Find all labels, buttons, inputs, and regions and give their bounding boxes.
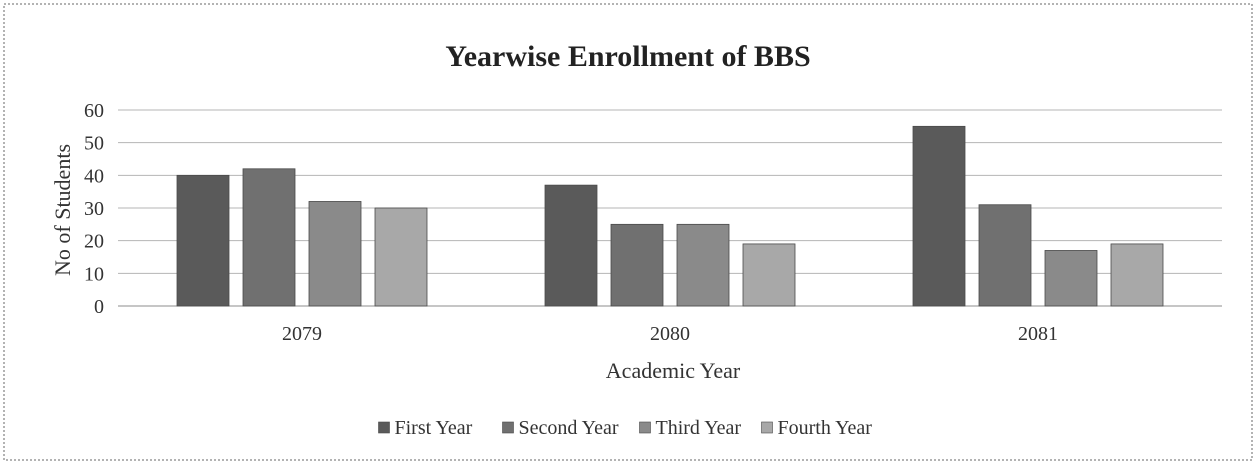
legend-swatch [378, 421, 390, 434]
legend-label: First Year [395, 417, 473, 439]
x-axis-label: Academic Year [606, 358, 741, 383]
y-tick-labels: 0 10 20 30 40 50 60 [84, 100, 104, 318]
x-tick-label: 2079 [282, 323, 322, 345]
legend: First Year Second Year Third Year Fourth Ye… [378, 417, 873, 439]
gridlines [118, 109, 1222, 307]
bar [374, 207, 428, 307]
bar [1044, 250, 1098, 307]
bar [676, 223, 730, 307]
bar [912, 125, 966, 307]
y-tick-label: 40 [84, 165, 104, 187]
y-tick-label: 60 [84, 100, 104, 122]
bar [176, 174, 230, 307]
y-tick-label: 20 [84, 231, 104, 253]
bar [742, 243, 796, 307]
y-tick-label: 30 [84, 198, 104, 220]
legend-label: Second Year [519, 417, 619, 439]
legend-swatch [639, 421, 651, 434]
x-tick-labels: 2079 2080 2081 [282, 323, 1058, 345]
chart-title: Yearwise Enrollment of BBS [445, 40, 810, 73]
bar [978, 204, 1032, 307]
bar [1110, 243, 1164, 307]
y-axis-label: No of Students [50, 144, 75, 276]
bar [544, 184, 598, 307]
legend-label: Fourth Year [778, 417, 873, 439]
bars [176, 125, 1164, 307]
y-tick-label: 10 [84, 263, 104, 285]
bar [610, 223, 664, 307]
x-tick-label: 2081 [1018, 323, 1058, 345]
legend-swatch [761, 421, 773, 434]
bar [308, 201, 362, 307]
bar [242, 168, 296, 307]
legend-swatch [502, 421, 514, 434]
y-tick-label: 50 [84, 133, 104, 155]
y-tick-label: 0 [94, 296, 104, 318]
x-tick-label: 2080 [650, 323, 690, 345]
legend-label: Third Year [656, 417, 742, 439]
